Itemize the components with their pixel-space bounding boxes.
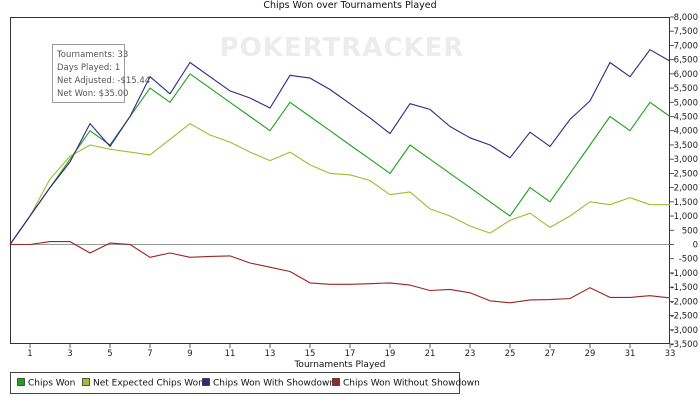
tooltip-tournaments: Tournaments: 33 bbox=[56, 50, 128, 60]
legend-box bbox=[10, 372, 460, 394]
x-tick-label: 27 bbox=[545, 349, 556, 359]
y-tick-label: 6,500 bbox=[674, 56, 698, 66]
x-axis-label: Tournaments Played bbox=[293, 360, 385, 370]
x-tick-label: 17 bbox=[345, 349, 356, 359]
y-tick-label: 5,000 bbox=[674, 98, 698, 108]
x-tick-label: 21 bbox=[425, 349, 436, 359]
y-tick-label: -1,500 bbox=[671, 283, 698, 293]
legend-swatch-with-showdown bbox=[202, 378, 210, 386]
legend-swatch-without-showdown bbox=[332, 378, 340, 386]
legend-label-chips-won: Chips Won bbox=[28, 379, 75, 389]
pokertracker-watermark: POKERTRACKER bbox=[220, 33, 465, 63]
x-tick-label: 3 bbox=[67, 349, 72, 359]
x-tick-label: 9 bbox=[187, 349, 192, 359]
tooltip-days-played: Days Played: 1 bbox=[57, 63, 120, 73]
y-tick-label: 4,000 bbox=[674, 127, 698, 137]
y-tick-label: -500 bbox=[679, 255, 698, 265]
y-tick-label: 7,000 bbox=[674, 41, 698, 51]
legend-item-net-expected[interactable]: Net Expected Chips Won bbox=[82, 378, 204, 389]
x-tick-label: 11 bbox=[225, 349, 236, 359]
x-tick-label: 7 bbox=[147, 349, 152, 359]
series-layer bbox=[9, 49, 671, 304]
series-line-chips-won-with-showdown bbox=[9, 49, 671, 245]
x-tick-label: 23 bbox=[465, 349, 476, 359]
y-tick-label: 8,000 bbox=[674, 13, 698, 23]
series-line-net-expected-chips-won bbox=[9, 123, 670, 245]
plot-area bbox=[10, 17, 670, 344]
y-tick-label: -3,500 bbox=[671, 340, 698, 350]
legend-label-without-showdown: Chips Won Without Showdown bbox=[343, 379, 480, 389]
y-tick-label: 1,000 bbox=[674, 212, 698, 222]
x-tick-label: 15 bbox=[305, 349, 316, 359]
y-tick-label: 2,500 bbox=[674, 169, 698, 179]
legend-label-net-expected: Net Expected Chips Won bbox=[93, 379, 204, 389]
legend-item-with-showdown[interactable]: Chips Won With Showdown bbox=[202, 378, 336, 389]
y-tick-label: 1,500 bbox=[674, 198, 698, 208]
y-tick-label: -3,000 bbox=[671, 326, 698, 336]
hover-tooltip: Tournaments: 33 Days Played: 1 Net Adjus… bbox=[52, 44, 150, 103]
x-tick-label: 31 bbox=[625, 349, 636, 359]
tooltip-net-won: Net Won: $35.00 bbox=[57, 89, 128, 99]
y-tick-label: 0 bbox=[693, 240, 698, 250]
y-tick-label: 2,000 bbox=[674, 184, 698, 194]
legend-item-without-showdown[interactable]: Chips Won Without Showdown bbox=[332, 378, 480, 389]
x-axis: 1 3 5 7 9 11 13 15 17 19 21 23 25 27 29 31 33 bbox=[27, 344, 675, 359]
legend-swatch-net-expected bbox=[82, 378, 90, 386]
y-tick-label: 5,500 bbox=[674, 84, 698, 94]
y-tick-label: 4,500 bbox=[674, 113, 698, 123]
y-tick-label: 3,500 bbox=[674, 141, 698, 151]
series-line-chips-won-without-showdown bbox=[10, 241, 671, 304]
y-tick-label: -2,000 bbox=[671, 297, 698, 307]
legend-item-chips-won[interactable]: Chips Won bbox=[17, 378, 76, 389]
x-tick-label: 25 bbox=[505, 349, 516, 359]
tooltip-box bbox=[52, 44, 125, 103]
y-tick-label: -2,500 bbox=[671, 312, 698, 322]
x-tick-label: 13 bbox=[265, 349, 276, 359]
y-tick-label: 6,000 bbox=[674, 70, 698, 80]
tooltip-net-adjusted: Net Adjusted: -$15.44 bbox=[57, 76, 150, 86]
chart-title: Chips Won over Tournaments Played bbox=[263, 0, 436, 11]
x-tick-label: 19 bbox=[385, 349, 396, 359]
y-tick-label: 7,500 bbox=[674, 27, 698, 37]
x-tick-label: 29 bbox=[585, 349, 596, 359]
y-tick-label: 3,000 bbox=[674, 155, 698, 165]
x-tick-label: 33 bbox=[665, 349, 676, 359]
y-tick-label: 500 bbox=[682, 226, 698, 236]
x-tick-label: 5 bbox=[107, 349, 112, 359]
x-tick-label: 1 bbox=[27, 349, 32, 359]
legend-label-with-showdown: Chips Won With Showdown bbox=[213, 379, 335, 389]
y-tick-label: -1,000 bbox=[671, 269, 698, 279]
y-axis: 8,000 7,500 7,000 6,500 6,000 5,500 5,000 4,500… bbox=[670, 13, 698, 350]
legend-swatch-chips-won bbox=[17, 378, 25, 386]
